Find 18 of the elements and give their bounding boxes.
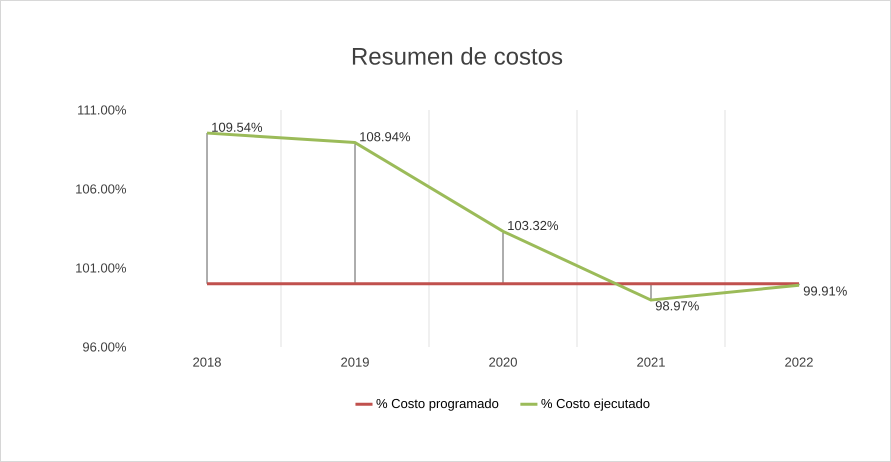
data-label: 98.97% xyxy=(656,301,699,310)
y-tick-label: 106.00% xyxy=(76,184,126,194)
x-tick-label: 2022 xyxy=(785,358,813,367)
x-tick-label: 2020 xyxy=(489,358,517,367)
legend-label: % Costo programado xyxy=(376,398,498,411)
x-tick-label: 2018 xyxy=(193,358,221,367)
data-label: 108.94% xyxy=(360,132,410,142)
x-tick-label: 2021 xyxy=(637,358,665,367)
data-label: 103.32% xyxy=(508,220,558,230)
y-tick-label: 101.00% xyxy=(76,263,126,273)
y-tick-label: 96.00% xyxy=(83,342,126,352)
data-label: 99.91% xyxy=(804,286,847,296)
legend-label: % Costo ejecutado xyxy=(541,398,650,411)
y-tick-label: 111.00% xyxy=(78,105,126,115)
data-label: 109.54% xyxy=(212,122,262,132)
chart-title: Resumen de costos xyxy=(352,47,562,65)
line-series xyxy=(206,132,800,302)
x-tick-label: 2019 xyxy=(341,358,369,367)
